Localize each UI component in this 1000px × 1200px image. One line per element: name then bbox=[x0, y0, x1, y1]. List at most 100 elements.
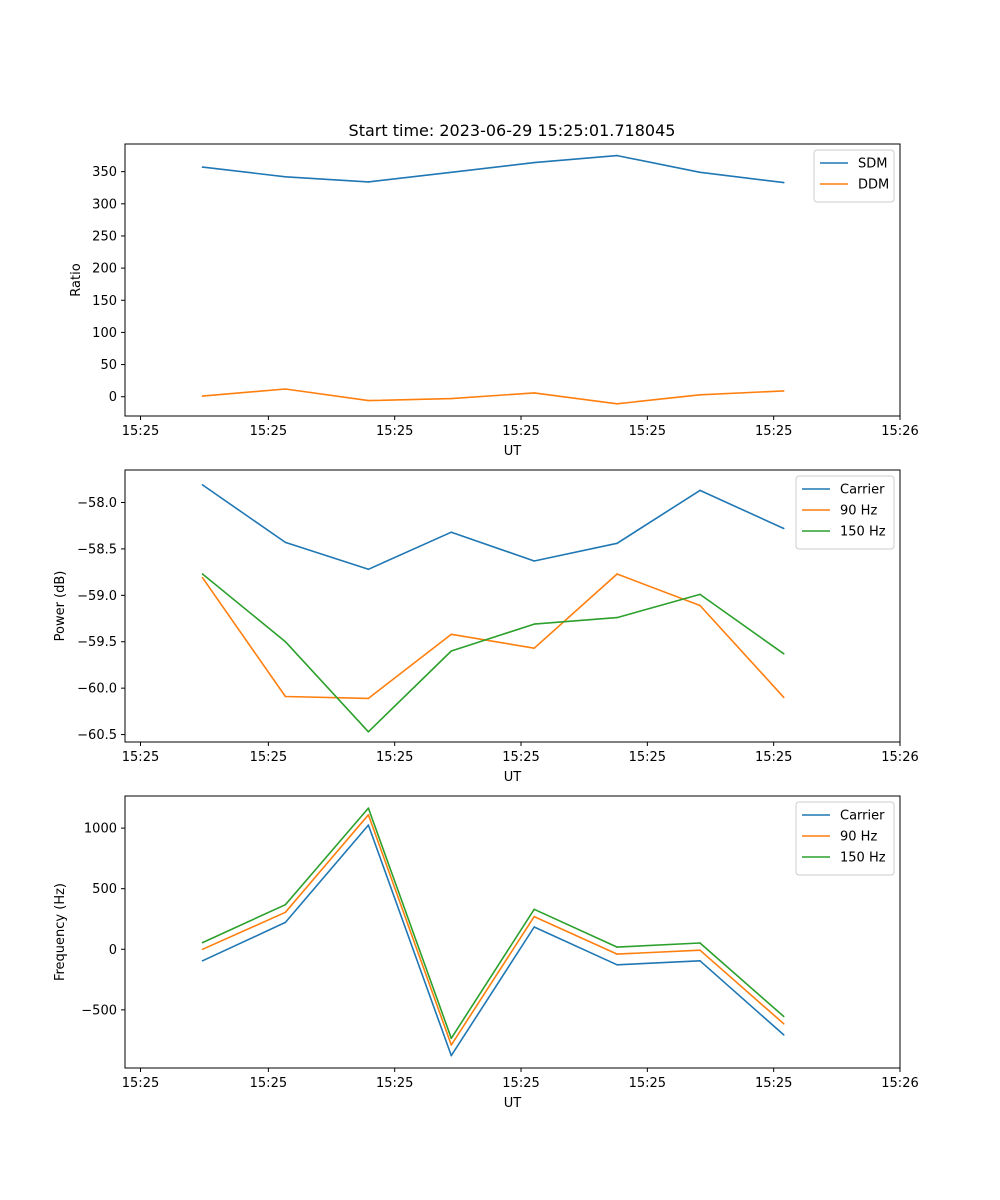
data-point bbox=[367, 697, 370, 700]
y-tick-label: 1000 bbox=[84, 822, 117, 837]
series-line-150-hz bbox=[202, 807, 785, 1040]
data-point bbox=[367, 399, 370, 402]
x-tick-label: 15:25 bbox=[122, 1076, 159, 1091]
y-tick-label: −58.5 bbox=[77, 542, 117, 557]
x-tick-label: 15:25 bbox=[376, 424, 413, 439]
y-tick-label: 0 bbox=[109, 943, 117, 958]
y-tick-label: −58.0 bbox=[77, 496, 117, 511]
chart-panels: 15:25 15:25 15:25 15:25 15:25 15:25 15:26 0 50 10… bbox=[53, 143, 919, 1111]
data-point bbox=[616, 963, 618, 966]
data-point bbox=[367, 807, 370, 809]
data-point bbox=[450, 531, 453, 533]
data-point bbox=[201, 948, 204, 951]
data-point bbox=[616, 542, 618, 545]
data-point bbox=[533, 161, 535, 164]
chart-panel-3: 15:25 15:25 15:25 15:25 15:25 15:25 15:26 −500 0… bbox=[53, 795, 919, 1111]
x-tick-label: 15:25 bbox=[502, 424, 539, 439]
data-point bbox=[367, 813, 370, 816]
x-tick-label: 15:25 bbox=[629, 1076, 666, 1091]
y-tick-label: 250 bbox=[92, 229, 117, 244]
data-point bbox=[201, 395, 204, 397]
data-point bbox=[699, 949, 701, 952]
data-point bbox=[284, 175, 287, 178]
legend-entry-label: 90 Hz bbox=[840, 504, 877, 519]
y-tick-label: 200 bbox=[92, 262, 117, 277]
data-point bbox=[201, 576, 204, 579]
data-point bbox=[367, 824, 370, 826]
data-point bbox=[450, 650, 453, 652]
data-point bbox=[699, 593, 701, 596]
data-point bbox=[201, 573, 204, 575]
data-point bbox=[616, 402, 618, 405]
x-tick-label: 15:26 bbox=[881, 424, 918, 439]
data-point bbox=[284, 388, 287, 390]
legend-entry-label: 150 Hz bbox=[840, 525, 886, 540]
data-point bbox=[367, 730, 370, 733]
data-point bbox=[284, 695, 287, 698]
data-point bbox=[367, 181, 370, 183]
data-point bbox=[450, 171, 453, 174]
y-tick-label: 300 bbox=[92, 197, 117, 212]
data-point bbox=[699, 604, 701, 607]
legend-entry-label: Carrier bbox=[840, 809, 885, 824]
x-tick-label: 15:25 bbox=[755, 1076, 792, 1091]
data-point bbox=[201, 941, 204, 944]
data-point bbox=[450, 633, 453, 636]
data-point bbox=[450, 1037, 453, 1040]
data-point bbox=[782, 653, 785, 655]
x-axis-label: UT bbox=[504, 1096, 522, 1111]
y-tick-label: 350 bbox=[92, 165, 117, 180]
axes-frame bbox=[124, 469, 901, 743]
legend-entry-label: Carrier bbox=[840, 483, 885, 498]
data-point bbox=[699, 489, 701, 492]
data-point bbox=[201, 959, 204, 962]
data-point bbox=[782, 181, 785, 184]
legend: SDM DDM bbox=[813, 149, 895, 203]
x-axis-label: UT bbox=[504, 770, 522, 785]
data-point bbox=[699, 959, 701, 962]
data-point bbox=[284, 921, 287, 924]
data-point bbox=[616, 154, 618, 157]
data-point bbox=[533, 647, 535, 650]
x-tick-label: 15:25 bbox=[250, 750, 287, 765]
x-tick-label: 15:25 bbox=[629, 750, 666, 765]
y-axis-label: Frequency (Hz) bbox=[53, 883, 68, 981]
legend: Carrier 90 Hz 150 Hz bbox=[795, 475, 895, 550]
data-point bbox=[201, 166, 204, 168]
data-point bbox=[782, 1034, 785, 1036]
legend-entry-label: 150 Hz bbox=[840, 851, 886, 866]
data-point bbox=[533, 908, 535, 911]
figure-title: Start time: 2023-06-29 15:25:01.718045 bbox=[349, 121, 676, 140]
series-line-carrier bbox=[202, 824, 785, 1057]
data-point bbox=[782, 390, 785, 392]
data-point bbox=[782, 1022, 785, 1025]
data-point bbox=[533, 560, 535, 562]
x-tick-label: 15:26 bbox=[881, 1076, 918, 1091]
data-point bbox=[533, 392, 535, 394]
x-tick-label: 15:25 bbox=[755, 424, 792, 439]
y-tick-label: −59.0 bbox=[77, 589, 117, 604]
data-point bbox=[616, 573, 618, 575]
y-tick-label: 100 bbox=[92, 326, 117, 341]
data-point bbox=[782, 1015, 785, 1018]
legend: Carrier 90 Hz 150 Hz bbox=[795, 801, 895, 876]
series-line-90-hz bbox=[202, 813, 785, 1046]
x-tick-label: 15:26 bbox=[881, 750, 918, 765]
data-point bbox=[782, 696, 785, 699]
y-tick-label: −60.0 bbox=[77, 682, 117, 697]
axes-frame bbox=[124, 143, 901, 417]
data-point bbox=[782, 527, 785, 530]
data-point bbox=[699, 393, 701, 396]
x-tick-label: 15:25 bbox=[122, 750, 159, 765]
x-tick-label: 15:25 bbox=[376, 1076, 413, 1091]
data-point bbox=[699, 942, 701, 944]
data-point bbox=[616, 953, 618, 955]
legend-entry-label: 90 Hz bbox=[840, 830, 877, 845]
series-line-90-hz bbox=[201, 573, 785, 700]
data-point bbox=[367, 568, 370, 571]
x-tick-label: 15:25 bbox=[502, 1076, 539, 1091]
y-tick-label: 0 bbox=[109, 390, 117, 405]
y-tick-label: −59.5 bbox=[77, 635, 117, 650]
x-tick-label: 15:25 bbox=[250, 1076, 287, 1091]
